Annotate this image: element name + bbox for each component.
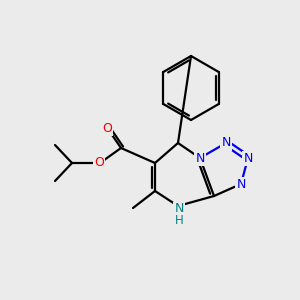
Text: O: O [94, 157, 104, 169]
Text: N: N [221, 136, 231, 149]
Text: N: N [243, 152, 253, 164]
Text: N: N [195, 152, 205, 164]
Text: N: N [174, 202, 184, 215]
Text: O: O [102, 122, 112, 134]
Text: N: N [236, 178, 246, 190]
Text: H: H [175, 214, 183, 226]
